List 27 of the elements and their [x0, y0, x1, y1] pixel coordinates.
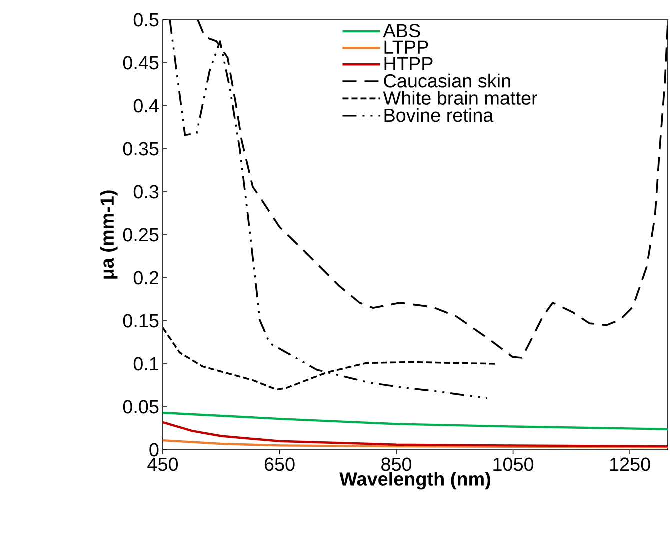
line-series	[163, 439, 668, 449]
legend-label: White brain matter	[383, 91, 538, 105]
line-series	[163, 412, 668, 430]
legend-label: Caucasian skin	[384, 74, 510, 88]
legend-label: ABS	[383, 24, 420, 38]
y-tick-label: 0	[150, 443, 159, 457]
x-tick-label: 1250	[610, 458, 650, 472]
line-series	[163, 421, 668, 448]
legend-label: LTPP	[384, 40, 428, 54]
y-tick-label: 0.3	[134, 185, 159, 199]
y-tick-label: 0.05	[123, 400, 159, 414]
y-tick-label: 0.45	[123, 56, 159, 70]
x-axis-title: Wavelength (nm)	[340, 472, 490, 490]
y-tick-label: 0.5	[134, 13, 159, 27]
y-tick-label: 0.2	[134, 271, 159, 285]
x-tick-label: 450	[148, 458, 178, 472]
y-tick-label: 0.15	[123, 314, 159, 328]
y-tick-label: 0.4	[134, 99, 159, 113]
x-tick-label: 650	[264, 458, 295, 472]
y-tick-label: 0.35	[123, 142, 159, 156]
x-tick-label: 850	[382, 458, 412, 472]
legend-label: HTPP	[384, 57, 433, 70]
legend-label: Bovine retina	[384, 108, 494, 122]
y-tick-label: 0.1	[134, 357, 159, 371]
y-tick-label: 0.25	[123, 228, 159, 242]
x-tick-label: 1050	[494, 458, 534, 472]
y-axis-title: μa (mm-1)	[100, 190, 118, 279]
